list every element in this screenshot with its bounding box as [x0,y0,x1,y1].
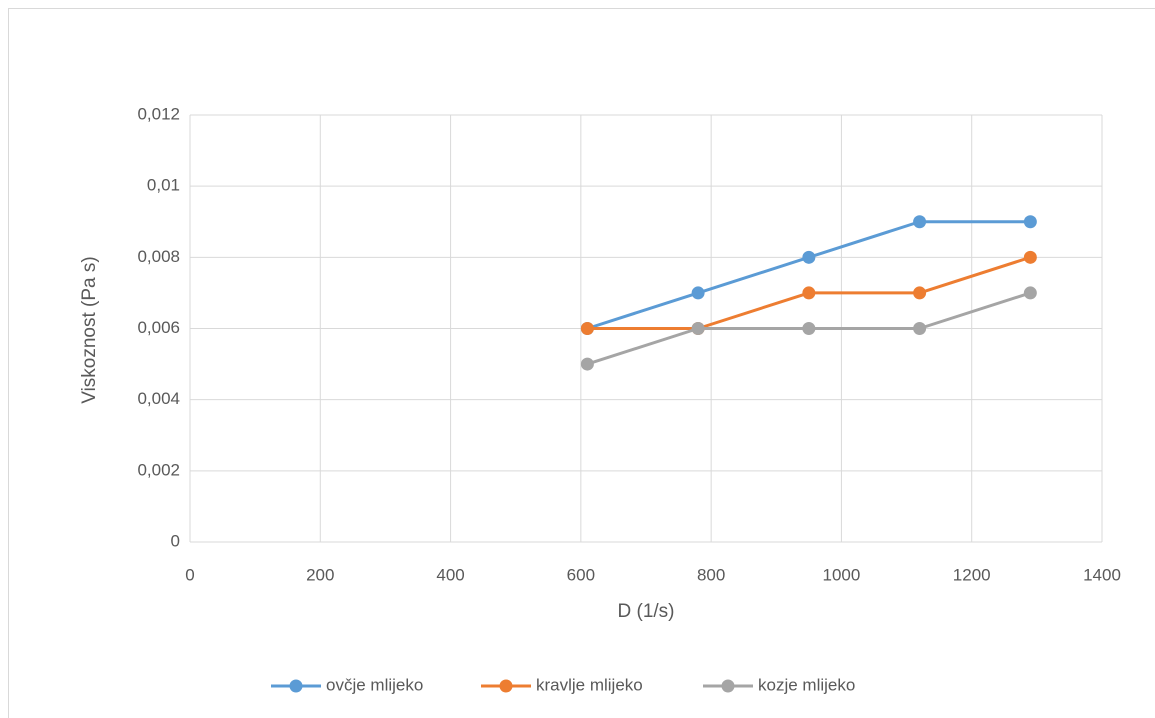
x-axis-title: D (1/s) [618,601,675,622]
y-tick-label: 0,008 [137,247,180,266]
marker [913,286,927,300]
y-axis-title: Viskoznost (Pa s) [79,256,100,403]
y-tick-label: 0 [171,531,180,550]
legend-marker [721,679,735,693]
marker [691,322,705,335]
marker [1023,250,1037,264]
y-tick-label: 0,002 [137,460,180,479]
y-tick-label: 0,012 [137,104,180,123]
y-tick-label: 0,006 [137,318,180,337]
legend-label: kravlje mlijeko [536,675,643,694]
marker [802,286,816,300]
x-tick-label: 400 [436,565,464,584]
chart-frame [8,8,1155,718]
marker [580,322,594,335]
marker [913,322,927,335]
marker [691,286,705,300]
x-tick-label: 1200 [953,565,991,584]
legend-label: kozje mlijeko [758,675,855,694]
marker [1023,286,1037,300]
x-tick-label: 0 [185,565,194,584]
x-tick-label: 600 [567,565,595,584]
marker [580,357,594,371]
marker [913,215,927,229]
x-tick-label: 1400 [1083,565,1121,584]
legend-label: ovčje mlijeko [326,675,423,694]
x-tick-label: 200 [306,565,334,584]
marker [802,250,816,264]
y-tick-label: 0,01 [147,176,180,195]
legend-marker [499,679,513,693]
y-tick-label: 0,004 [137,389,180,408]
marker [1023,215,1037,229]
series-line [586,220,1031,330]
marker [802,322,816,335]
legend-marker [289,679,303,693]
x-tick-label: 800 [697,565,725,584]
x-tick-label: 1000 [823,565,861,584]
